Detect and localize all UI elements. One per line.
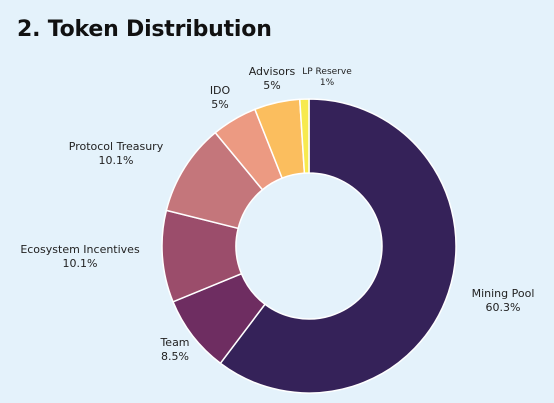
slice-label-name: LP Reserve: [302, 67, 352, 77]
page-title: 2. Token Distribution: [17, 17, 272, 42]
slice-label-name: Ecosystem Incentives: [20, 243, 140, 256]
slice-label-name: IDO: [210, 84, 231, 97]
slice-label-advisors: Advisors 5%: [249, 65, 296, 92]
slice-label-name: Team: [159, 336, 189, 349]
slice-label-value: 10.1%: [99, 154, 134, 167]
slice-label-value: 10.1%: [63, 257, 98, 270]
slice-label-value: 5%: [263, 79, 280, 92]
slice-lp-reserve: [298, 98, 310, 174]
slice-label-value: 1%: [320, 78, 335, 88]
slice-label-value: 60.3%: [486, 301, 521, 314]
slice-label-name: Protocol Treasury: [69, 140, 164, 153]
slice-label-name: Mining Pool: [472, 287, 535, 300]
slice-label-name: Advisors: [249, 65, 296, 78]
slice-label-protocol-treasury: Protocol Treasury 10.1%: [69, 140, 164, 167]
slice-label-value: 8.5%: [161, 350, 189, 363]
slice-label-value: 5%: [211, 98, 228, 111]
slice-label-lp-reserve: LP Reserve 1%: [302, 67, 352, 88]
slice-mining-pool: [219, 98, 457, 394]
slice-label-ido: IDO 5%: [210, 84, 231, 111]
donut-slices: [161, 98, 457, 394]
slice-label-team: Team 8.5%: [159, 336, 189, 363]
slice-label-ecosystem-incentives: Ecosystem Incentives 10.1%: [20, 243, 140, 270]
slice-labels: Mining Pool 60.3% Team 8.5% Ecosystem Incent…: [20, 65, 534, 363]
slice-label-mining-pool: Mining Pool 60.3%: [472, 287, 535, 314]
